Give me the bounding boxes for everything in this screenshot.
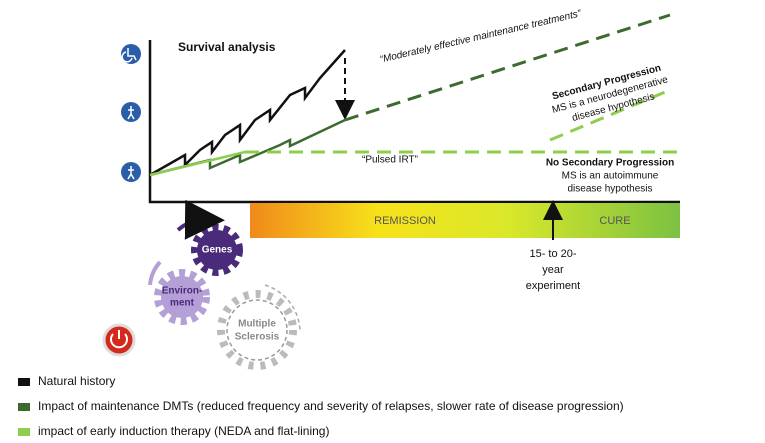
gear-label: Multiple [238,319,276,330]
gear-label: Genes [202,245,233,256]
legend-swatch [18,403,30,411]
diagram: Survival analysis “Moderately effective … [0,0,765,438]
legend: Natural history Impact of maintenance DMT… [18,374,624,438]
annotation: “Pulsed IRT” [362,155,418,166]
annotation: “Moderately effective maintenance treatm… [379,8,583,65]
gear-label: ment [170,298,195,309]
annotation: experiment [526,280,580,292]
gear-label: Sclerosis [235,332,280,343]
legend-swatch [18,378,30,386]
annotation: No Secondary Progression [546,158,674,169]
legend-label: impact of early induction therapy (NEDA … [38,424,329,438]
annotation: MS is an autoimmune [562,171,659,182]
bar-label: CURE [599,215,630,227]
bar-label: REMISSION [374,215,436,227]
natural-history-line [150,50,345,175]
icons [121,44,141,182]
legend-label: Impact of maintenance DMTs (reduced freq… [38,399,624,413]
legend-swatch [18,428,30,436]
annotation: disease hypothesis [567,184,652,195]
annotation: 15- to 20- [529,248,576,260]
annotation: year [542,264,564,276]
title: Survival analysis [178,40,276,54]
gear-label: Environ- [162,286,203,297]
legend-label: Natural history [38,374,115,388]
induction-line [150,152,245,175]
